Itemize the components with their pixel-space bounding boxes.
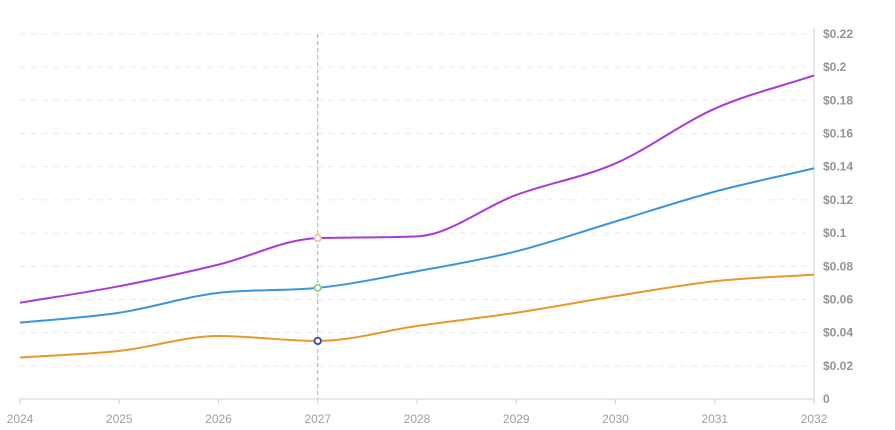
x-tick-label: 2029 xyxy=(503,412,530,426)
x-tick-label: 2026 xyxy=(205,412,232,426)
x-tick-label: 2031 xyxy=(701,412,728,426)
series-lines xyxy=(19,74,815,359)
y-tick-label: $0.02 xyxy=(823,359,853,373)
x-tick-label: 2030 xyxy=(602,412,629,426)
hover-markers xyxy=(313,233,322,346)
y-tick-label: $0.18 xyxy=(823,93,853,107)
grid-lines xyxy=(20,33,814,367)
y-tick-label: $0.22 xyxy=(823,27,853,41)
x-tick-label: 2032 xyxy=(801,412,828,426)
y-tick-label: $0.16 xyxy=(823,127,853,141)
x-tick-label: 2027 xyxy=(304,412,331,426)
y-tick-label: 0 xyxy=(823,392,830,406)
y-tick-label: $0.12 xyxy=(823,193,853,207)
hover-marker xyxy=(313,336,322,346)
series-line-3 xyxy=(19,273,815,359)
hover-marker xyxy=(313,233,322,243)
series-line-1 xyxy=(19,74,815,304)
y-tick-label: $0.06 xyxy=(823,292,853,306)
y-tick-label: $0.08 xyxy=(823,259,853,273)
y-tick-label: $0.04 xyxy=(823,326,853,340)
hover-marker xyxy=(313,283,322,292)
x-tick-label: 2028 xyxy=(404,412,431,426)
y-tick-label: $0.2 xyxy=(823,60,847,74)
x-tick-label: 2025 xyxy=(106,412,133,426)
x-tick-label: 2024 xyxy=(7,412,34,426)
y-axis-tick-labels: 0 $0.02 $0.04 $0.06 $0.08 $0.1 $0.12 $0.14 $0.16… xyxy=(823,27,853,406)
y-tick-label: $0.1 xyxy=(823,226,847,240)
x-axis-tick-labels: 2024 2025 2026 2027 2028 2029 2030 2031 2032 xyxy=(7,412,828,426)
y-tick-label: $0.14 xyxy=(823,160,853,174)
series-line-2 xyxy=(19,167,815,324)
